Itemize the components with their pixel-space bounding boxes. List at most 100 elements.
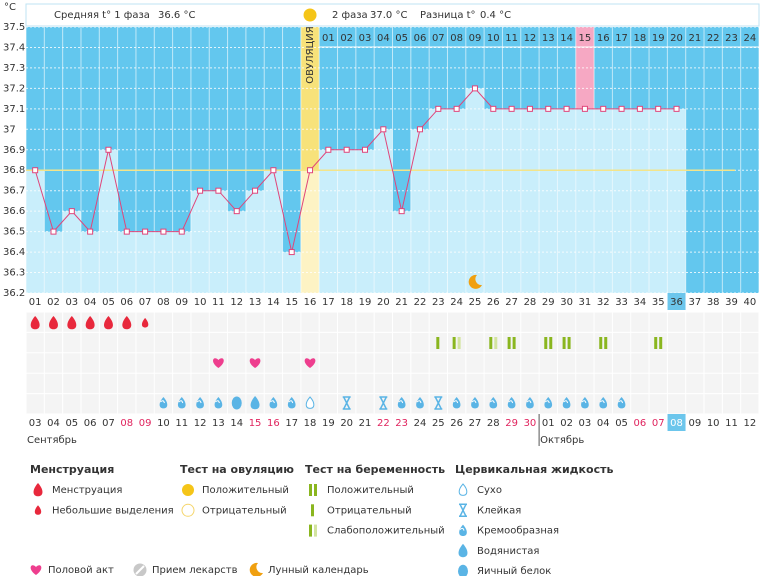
- date-label: 01: [542, 418, 555, 429]
- creamy-icon: [177, 397, 186, 409]
- heart-icon: [249, 358, 261, 368]
- day-number: 36: [670, 297, 683, 308]
- date-label: 28: [487, 418, 500, 429]
- date-label: 02: [560, 418, 573, 429]
- preg-weak-icon: [309, 524, 312, 537]
- temp-bar: [99, 149, 118, 293]
- day-number: 34: [634, 297, 647, 308]
- temp-bar: [227, 211, 246, 293]
- legend-label: Клейкая: [477, 505, 521, 516]
- date-label: 03: [579, 418, 592, 429]
- preg-positive-icon: [654, 337, 658, 349]
- temp-point: [600, 105, 607, 112]
- creamy-icon: [397, 397, 406, 409]
- legend-label: Водянистая: [477, 546, 539, 557]
- temp-bar: [154, 231, 173, 293]
- eggwhite-icon: [458, 564, 468, 576]
- preg-weak-icon: [452, 337, 456, 349]
- creamy-icon: [617, 397, 626, 409]
- ov-positive-icon: [182, 484, 194, 496]
- date-label: 16: [267, 418, 280, 429]
- day-number: 16: [304, 297, 317, 308]
- eggwhite-icon: [231, 396, 242, 410]
- temp-point: [160, 228, 167, 235]
- temp-point: [581, 105, 588, 112]
- temp-bar: [575, 108, 595, 293]
- date-label: 11: [175, 418, 188, 429]
- date-label: 27: [469, 418, 482, 429]
- creamy-curl: [288, 400, 294, 404]
- menstruation-icon: [67, 316, 77, 330]
- y-tick-label: 37.2: [3, 83, 25, 94]
- phase2-day: 04: [377, 33, 390, 44]
- temp-point: [87, 228, 94, 235]
- legend-label: Положительный: [327, 485, 414, 496]
- creamy-curl: [459, 527, 465, 531]
- temp-bar: [520, 108, 540, 293]
- phase2-day: 15: [579, 33, 592, 44]
- creamy-icon: [581, 397, 589, 409]
- temp-point: [398, 208, 405, 215]
- creamy-curl: [215, 400, 220, 404]
- day-number: 21: [395, 297, 408, 308]
- phase2-day: 03: [359, 33, 372, 44]
- temp-bar: [557, 108, 576, 293]
- temp-bar: [80, 231, 100, 293]
- day-number: 20: [377, 297, 390, 308]
- legend-label: Отрицательный: [202, 505, 287, 516]
- phase2-day: 13: [542, 33, 555, 44]
- ovulation-icon: [303, 8, 317, 22]
- day-number: 27: [505, 297, 518, 308]
- temp-bar: [190, 190, 210, 293]
- day-number: 18: [340, 297, 353, 308]
- date-label: 23: [395, 418, 408, 429]
- temp-bar: [355, 149, 375, 293]
- phase2-day: 09: [469, 33, 482, 44]
- temp-point: [343, 146, 350, 153]
- creamy-icon: [214, 397, 223, 409]
- date-label: 04: [597, 418, 610, 429]
- temp-point: [416, 126, 423, 133]
- phase2-day: 07: [432, 33, 445, 44]
- temp-point: [655, 105, 662, 112]
- legend-label: Менструация: [52, 485, 122, 496]
- phase2-day: 19: [652, 33, 665, 44]
- creamy-icon: [159, 397, 168, 409]
- preg-negative-icon: [311, 504, 314, 517]
- date-label: 15: [249, 418, 262, 429]
- legend-title: Тест на беременность: [305, 463, 445, 476]
- y-tick-label: 36.2: [3, 288, 25, 299]
- creamy-icon: [416, 397, 424, 409]
- temp-point: [362, 146, 369, 153]
- day-number: 02: [47, 297, 60, 308]
- temp-point: [545, 105, 552, 112]
- menstruation-icon: [122, 316, 132, 330]
- temp-bar: [667, 108, 686, 293]
- pill-slash: [135, 565, 145, 575]
- creamy-curl: [160, 400, 165, 404]
- temp-bar: [135, 231, 155, 293]
- menstruation-icon: [33, 483, 43, 497]
- ovulation-column: [300, 27, 320, 171]
- day-number: 05: [102, 297, 115, 308]
- creamy-curl: [581, 400, 587, 404]
- temp-point: [105, 146, 112, 153]
- temp-bar: [594, 108, 613, 293]
- spotting-icon: [141, 318, 149, 328]
- temp-point: [178, 228, 185, 235]
- creamy-curl: [178, 400, 184, 404]
- date-label: 29: [505, 418, 518, 429]
- temp-bar: [539, 108, 558, 293]
- y-tick-label: 36.7: [3, 186, 25, 197]
- sticky-icon: [459, 503, 467, 518]
- date-label: 19: [322, 418, 335, 429]
- legend-title: Цервикальная жидкость: [455, 463, 613, 476]
- legend-label: Прием лекарств: [152, 565, 238, 576]
- phase2-day: 14: [560, 33, 573, 44]
- date-label: 09: [139, 418, 152, 429]
- temp-bar: [429, 108, 448, 293]
- day-number: 06: [120, 297, 133, 308]
- day-number: 35: [652, 297, 665, 308]
- temp-point: [673, 105, 680, 112]
- phase2-day: 08: [450, 33, 463, 44]
